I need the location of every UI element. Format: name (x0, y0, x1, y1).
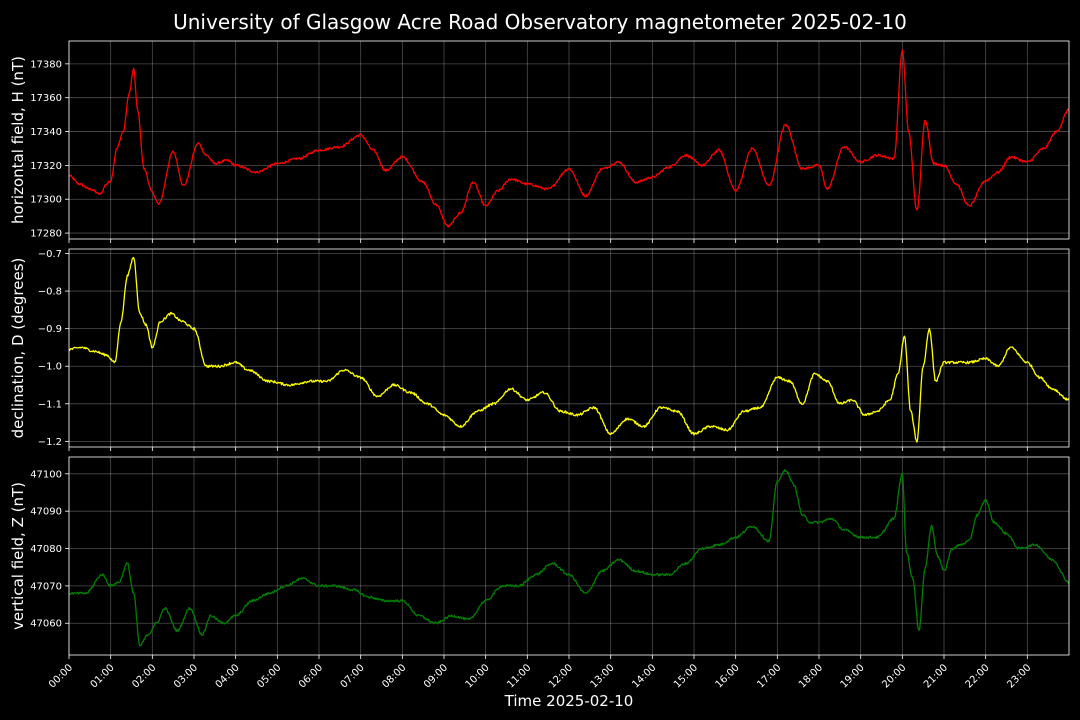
panel-1: 17280 17300 17320 17340 17360 17380horizontal… (9, 40, 1070, 243)
y-tick-label: −1.2 (38, 437, 62, 448)
chart-title: University of Glasgow Acre Road Observat… (173, 10, 907, 34)
y-tick-label: −0.9 (38, 324, 62, 335)
y-tick-label: 17300 (30, 195, 62, 206)
y-tick-label: 17320 (30, 161, 62, 172)
panel-frame (68, 456, 1070, 656)
y-tick-label: −0.7 (38, 249, 62, 260)
y-tick-label: −0.8 (38, 287, 62, 298)
y-axis-label: declination, D (degrees) (9, 258, 27, 439)
y-tick-label: 17280 (30, 229, 62, 240)
panel-frame (68, 40, 1070, 240)
y-tick-label: 47100 (30, 469, 62, 480)
y-tick-label: 47070 (30, 581, 62, 592)
panel-2: −1.2 −1.1 −1.0 −0.9 −0.8 −0.7 declination, D (… (9, 248, 1070, 451)
y-tick-label: 47060 (30, 619, 62, 630)
y-axis-label: horizontal field, H (nT) (9, 56, 27, 224)
y-tick-label: −1.1 (38, 399, 62, 410)
series-line (69, 469, 1069, 647)
y-tick-label: 47090 (30, 507, 62, 518)
y-tick-label: −1.0 (38, 362, 62, 373)
y-axis-label: vertical field, Z (nT) (9, 482, 27, 630)
y-tick-label: 17340 (30, 127, 62, 138)
series-line (69, 49, 1069, 228)
series-line (69, 256, 1069, 443)
y-tick-label: 47080 (30, 544, 62, 555)
x-axis-label: Time 2025-02-10 (504, 692, 634, 710)
y-tick-label: 17360 (30, 93, 62, 104)
y-tick-label: 17380 (30, 59, 62, 70)
panel-frame (68, 248, 1070, 448)
